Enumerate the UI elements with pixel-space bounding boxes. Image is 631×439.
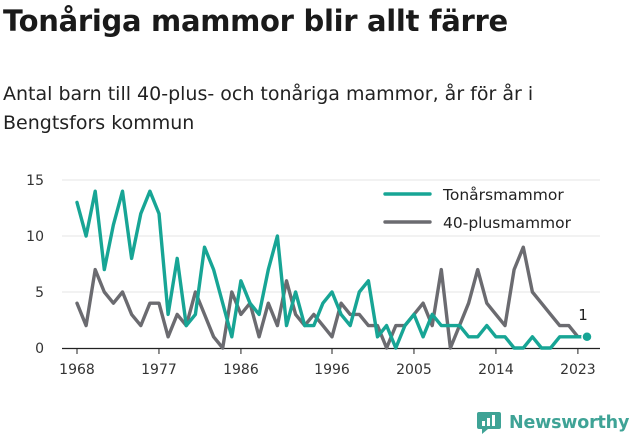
y-tick-label-0: 0 (35, 341, 44, 357)
axes: 0 5 10 15 1968 1977 1986 1996 2005 2014 2023 (26, 173, 600, 378)
series-line-40-plusmammor (75, 245, 589, 350)
end-point-label: 1 (578, 306, 588, 324)
x-tick-label-1996: 1996 (314, 362, 350, 378)
x-tick-label-2023: 2023 (560, 362, 596, 378)
brand-logo: Newsworthy (476, 408, 629, 438)
y-tick-label-10: 10 (26, 229, 44, 245)
chart-subtitle: Antal barn till 40-plus- och tonåriga ma… (3, 83, 534, 134)
brand-name: Newsworthy (509, 413, 630, 433)
series-lines (75, 189, 589, 350)
legend: Tonårsmammor 40-plusmammor (383, 186, 572, 232)
x-tick-label-1986: 1986 (223, 362, 259, 378)
y-tick-label-5: 5 (35, 285, 44, 301)
annotations: 1 (578, 306, 593, 343)
x-tick-label-2014: 2014 (478, 362, 514, 378)
y-tick-label-15: 15 (26, 173, 44, 189)
legend-label-tonarsmammor: Tonårsmammor (442, 186, 564, 204)
newsworthy-logo-icon (477, 412, 501, 434)
legend-label-40-plusmammor: 40-plusmammor (443, 214, 572, 232)
x-tick-label-1968: 1968 (59, 362, 95, 378)
x-tick-label-2005: 2005 (396, 362, 432, 378)
chart-title: Tonåriga mammor blir allt färre (3, 4, 508, 38)
series-line-tonarsmammor (75, 189, 589, 350)
end-point-marker (581, 331, 593, 343)
x-tick-label-1977: 1977 (141, 362, 177, 378)
